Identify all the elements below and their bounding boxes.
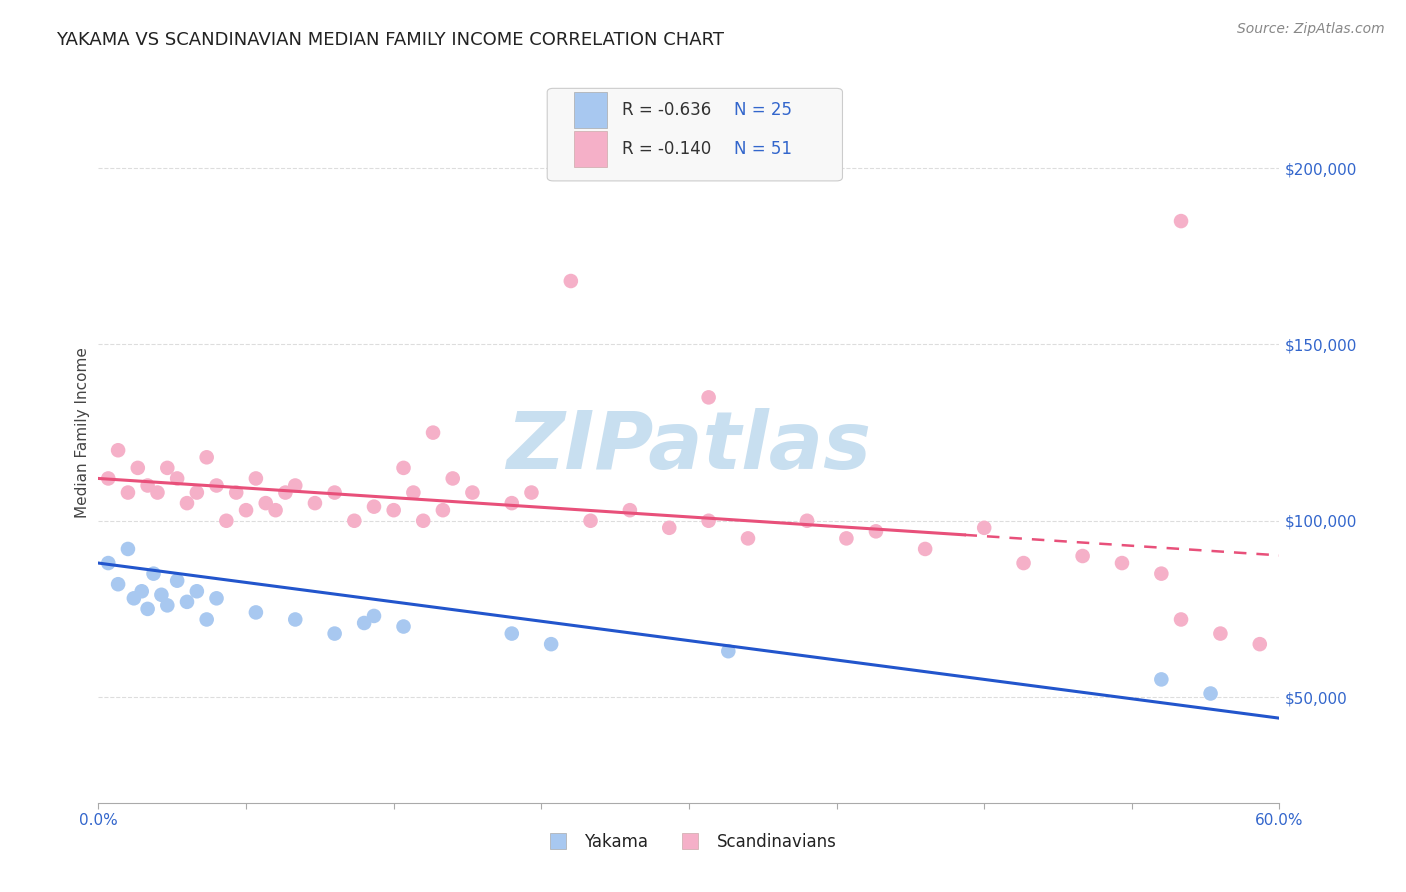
Point bbox=[697, 390, 720, 404]
Point bbox=[117, 541, 139, 556]
Point bbox=[146, 485, 169, 500]
Point bbox=[412, 514, 434, 528]
Point bbox=[107, 577, 129, 591]
Point bbox=[579, 514, 602, 528]
Point bbox=[343, 514, 366, 528]
Point bbox=[225, 485, 247, 500]
Point bbox=[1111, 556, 1133, 570]
Point bbox=[402, 485, 425, 500]
Bar bbox=[575, 92, 607, 128]
Point bbox=[1170, 214, 1192, 228]
Text: N = 25: N = 25 bbox=[734, 101, 792, 119]
Point bbox=[304, 496, 326, 510]
Bar bbox=[575, 131, 607, 167]
Point bbox=[323, 485, 346, 500]
Point bbox=[973, 521, 995, 535]
Point bbox=[245, 606, 267, 620]
Point bbox=[865, 524, 887, 539]
Text: Source: ZipAtlas.com: Source: ZipAtlas.com bbox=[1237, 22, 1385, 37]
Point bbox=[131, 584, 153, 599]
Point bbox=[245, 471, 267, 485]
Text: ZIPatlas: ZIPatlas bbox=[506, 409, 872, 486]
Point bbox=[560, 274, 582, 288]
Point bbox=[1150, 673, 1173, 687]
Point bbox=[835, 532, 858, 546]
Point bbox=[363, 609, 385, 624]
Point bbox=[136, 602, 159, 616]
Legend: Yakama, Scandinavians: Yakama, Scandinavians bbox=[534, 826, 844, 857]
Point bbox=[156, 599, 179, 613]
Point bbox=[274, 485, 297, 500]
Point bbox=[501, 626, 523, 640]
Point bbox=[520, 485, 543, 500]
Point bbox=[697, 514, 720, 528]
Point bbox=[117, 485, 139, 500]
Point bbox=[392, 619, 415, 633]
Point bbox=[1249, 637, 1271, 651]
Point bbox=[658, 521, 681, 535]
Point bbox=[142, 566, 165, 581]
Point bbox=[127, 461, 149, 475]
Point bbox=[136, 478, 159, 492]
Point bbox=[1209, 626, 1232, 640]
Point bbox=[166, 574, 188, 588]
Point bbox=[540, 637, 562, 651]
Point bbox=[1012, 556, 1035, 570]
Point bbox=[441, 471, 464, 485]
Point bbox=[1170, 612, 1192, 626]
Y-axis label: Median Family Income: Median Family Income bbox=[75, 347, 90, 518]
Point bbox=[422, 425, 444, 440]
Point bbox=[166, 471, 188, 485]
Point bbox=[501, 496, 523, 510]
Point bbox=[195, 612, 218, 626]
Point bbox=[205, 591, 228, 606]
Point bbox=[186, 485, 208, 500]
Point bbox=[107, 443, 129, 458]
Point bbox=[284, 612, 307, 626]
Point bbox=[195, 450, 218, 465]
Point bbox=[353, 615, 375, 630]
Point bbox=[382, 503, 405, 517]
Point bbox=[186, 584, 208, 599]
Text: R = -0.636: R = -0.636 bbox=[621, 101, 711, 119]
Text: YAKAMA VS SCANDINAVIAN MEDIAN FAMILY INCOME CORRELATION CHART: YAKAMA VS SCANDINAVIAN MEDIAN FAMILY INC… bbox=[56, 31, 724, 49]
Point bbox=[97, 471, 120, 485]
Point bbox=[284, 478, 307, 492]
Point bbox=[914, 541, 936, 556]
Point bbox=[737, 532, 759, 546]
Point bbox=[254, 496, 277, 510]
Point bbox=[122, 591, 145, 606]
Point bbox=[176, 496, 198, 510]
Point bbox=[796, 514, 818, 528]
Point bbox=[432, 503, 454, 517]
Point bbox=[619, 503, 641, 517]
Text: R = -0.140: R = -0.140 bbox=[621, 140, 711, 158]
Point bbox=[235, 503, 257, 517]
Text: N = 51: N = 51 bbox=[734, 140, 792, 158]
Point bbox=[97, 556, 120, 570]
Point bbox=[717, 644, 740, 658]
Point bbox=[1071, 549, 1094, 563]
Point bbox=[363, 500, 385, 514]
Point bbox=[1150, 566, 1173, 581]
Point bbox=[156, 461, 179, 475]
Point bbox=[1199, 686, 1222, 700]
Point bbox=[176, 595, 198, 609]
Point bbox=[215, 514, 238, 528]
Point bbox=[264, 503, 287, 517]
Point bbox=[461, 485, 484, 500]
FancyBboxPatch shape bbox=[547, 88, 842, 181]
Point bbox=[323, 626, 346, 640]
Point bbox=[392, 461, 415, 475]
Point bbox=[205, 478, 228, 492]
Point bbox=[150, 588, 173, 602]
